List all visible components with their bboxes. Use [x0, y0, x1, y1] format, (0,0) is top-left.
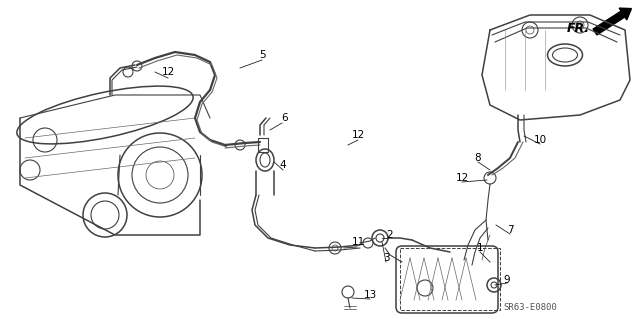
Text: 6: 6	[282, 113, 288, 123]
Text: 7: 7	[507, 225, 513, 235]
Text: 10: 10	[533, 135, 547, 145]
Text: 12: 12	[161, 67, 175, 77]
Text: 3: 3	[383, 253, 389, 263]
Text: 1: 1	[477, 243, 483, 253]
Text: 12: 12	[351, 130, 365, 140]
Bar	[400, 248, 500, 310]
FancyArrow shape	[593, 8, 632, 35]
Text: 2: 2	[387, 230, 394, 240]
Text: 8: 8	[475, 153, 481, 163]
Text: 4: 4	[280, 160, 286, 170]
Text: 9: 9	[504, 275, 510, 285]
Text: 13: 13	[364, 290, 376, 300]
Text: SR63-E0800: SR63-E0800	[503, 303, 557, 313]
Text: FR.: FR.	[567, 21, 590, 34]
Text: 11: 11	[351, 237, 365, 247]
Text: 5: 5	[259, 50, 266, 60]
Text: 12: 12	[456, 173, 468, 183]
